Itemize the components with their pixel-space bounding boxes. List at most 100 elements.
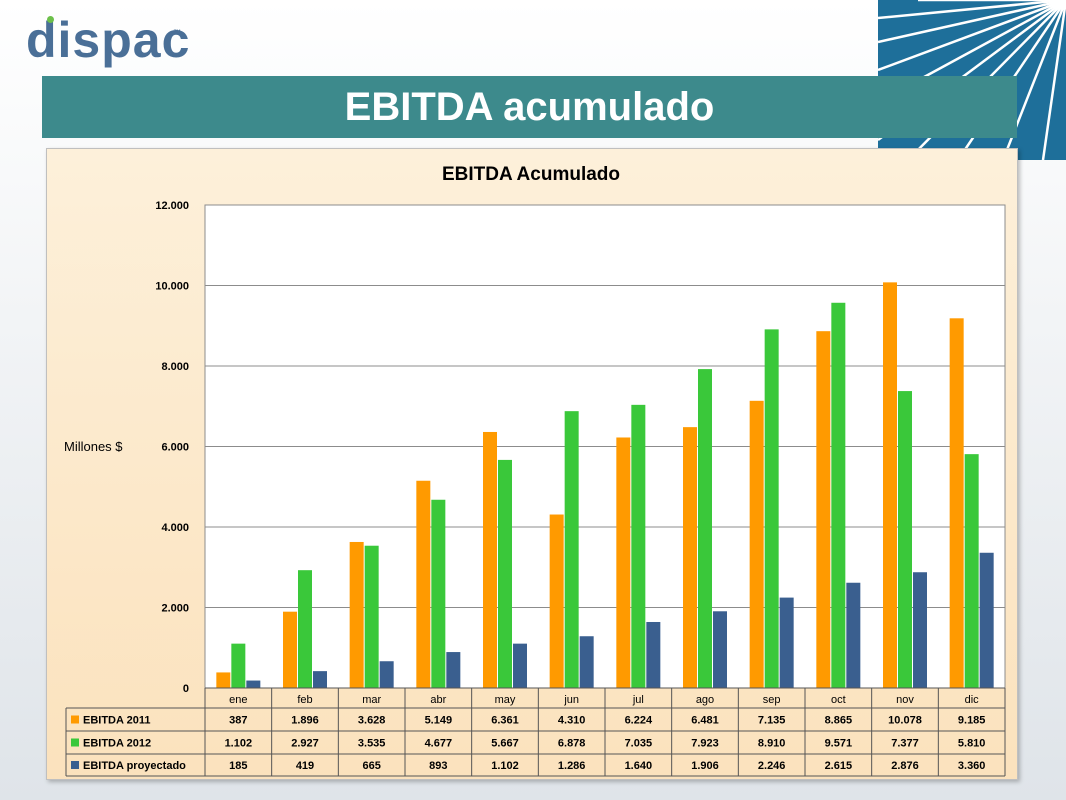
table-cell-value: 2.876 — [891, 760, 919, 772]
bar — [446, 652, 461, 688]
data-table: ene feb mar abr may jun jul ago sep oct nov dic EBIT… — [65, 687, 1006, 777]
x-category-label: sep — [763, 694, 781, 706]
x-category-label: ago — [696, 694, 714, 706]
bar — [846, 582, 861, 688]
table-cell-value: 7.923 — [691, 738, 719, 750]
legend-key — [71, 738, 79, 747]
bar — [498, 459, 512, 688]
bar — [816, 331, 831, 688]
x-category-label: ene — [229, 694, 247, 706]
bar — [698, 369, 712, 688]
table-cell-value: 1.906 — [691, 760, 719, 772]
table-cell-value: 9.185 — [958, 715, 986, 727]
table-cell-value: 4.310 — [558, 715, 586, 727]
x-category-label: may — [495, 694, 516, 706]
logo-trademark: ™ — [173, 28, 181, 37]
y-axis-label: Millones $ — [64, 439, 123, 454]
legend-series-name: EBITDA 2012 — [83, 738, 151, 750]
table-cell-value: 1.102 — [491, 760, 519, 772]
bar — [764, 329, 779, 688]
table-cell-value: 2.615 — [825, 760, 853, 772]
bar — [298, 570, 312, 688]
bar — [564, 411, 579, 688]
y-tick-label: 0 — [183, 683, 189, 695]
table-cell-value: 10.078 — [888, 715, 922, 727]
table-cell-value: 8.865 — [825, 715, 853, 727]
bar — [683, 427, 697, 688]
company-logo: dispac ™ — [26, 10, 189, 80]
bar — [231, 643, 246, 688]
table-cell-value: 2.246 — [758, 760, 786, 772]
bar — [831, 302, 846, 688]
bar — [964, 454, 979, 688]
table-cell-value: 6.224 — [625, 715, 653, 727]
bar — [246, 680, 261, 688]
bar — [549, 514, 564, 688]
bar — [616, 437, 631, 688]
bar — [779, 597, 794, 688]
table-cell-value: 1.640 — [625, 760, 653, 772]
table-cell-value: 8.910 — [758, 738, 786, 750]
x-category-label: mar — [362, 694, 381, 706]
y-tick-label: 4.000 — [161, 522, 189, 534]
bar — [283, 611, 297, 688]
table-cell-value: 419 — [296, 760, 314, 772]
bar — [631, 404, 646, 688]
bar — [749, 400, 764, 688]
table-cell-value: 7.135 — [758, 715, 786, 727]
chart-title: EBITDA Acumulado — [442, 164, 620, 185]
x-category-label: abr — [430, 694, 446, 706]
table-cell-value: 7.035 — [625, 738, 653, 750]
table-cell-value: 4.677 — [425, 738, 453, 750]
slide-title-bar: EBITDA acumulado — [42, 76, 1017, 138]
table-cell-value: 893 — [429, 760, 447, 772]
table-cell-value: 185 — [229, 760, 247, 772]
bar — [513, 643, 527, 688]
legend-series-name: EBITDA 2011 — [83, 715, 150, 727]
bars — [216, 282, 994, 688]
x-category-label: oct — [831, 694, 846, 706]
table-cell-value: 3.628 — [358, 715, 386, 727]
table-cell-value: 9.571 — [825, 738, 853, 750]
x-category-label: dic — [965, 694, 980, 706]
y-tick-label: 6.000 — [161, 442, 189, 454]
bar — [713, 611, 727, 688]
table-cell-value: 1.896 — [291, 715, 319, 727]
bar — [431, 499, 446, 688]
slide-title: EBITDA acumulado — [344, 84, 715, 129]
y-tick-label: 10.000 — [155, 281, 189, 293]
table-cell-value: 6.481 — [691, 715, 719, 727]
table-cell-value: 387 — [229, 715, 247, 727]
legend-series-name: EBITDA proyectado — [83, 760, 186, 772]
y-tick-label: 8.000 — [161, 361, 189, 373]
table-cell-value: 5.149 — [425, 715, 453, 727]
y-tick-labels: 0 2.000 4.000 6.000 8.000 10.000 12.000 — [155, 200, 189, 695]
x-category-label: jun — [563, 694, 579, 706]
bar — [883, 282, 897, 688]
y-tick-label: 2.000 — [161, 603, 189, 615]
table-cell-value: 7.377 — [891, 738, 919, 750]
bar — [216, 672, 231, 688]
y-tick-label: 12.000 — [155, 200, 189, 212]
bar — [349, 541, 364, 688]
bar — [313, 671, 327, 688]
bar — [913, 572, 927, 688]
bar — [949, 318, 964, 688]
bar — [579, 636, 594, 688]
bar — [898, 391, 912, 688]
legend-key — [71, 715, 79, 724]
table-cell-value: 6.878 — [558, 738, 586, 750]
bar — [416, 480, 431, 688]
table-cell-value: 3.535 — [358, 738, 386, 750]
x-category-label: feb — [297, 694, 312, 706]
table-cell-value: 1.286 — [558, 760, 586, 772]
table-cell-value: 6.361 — [491, 715, 519, 727]
table-cell-value: 5.810 — [958, 738, 986, 750]
legend-key — [71, 761, 79, 769]
table-cell-value: 1.102 — [225, 738, 253, 750]
table-cell-value: 2.927 — [291, 738, 319, 750]
x-category-label: jul — [632, 694, 644, 706]
table-cell-value: 5.667 — [491, 738, 519, 750]
bar — [483, 431, 497, 688]
